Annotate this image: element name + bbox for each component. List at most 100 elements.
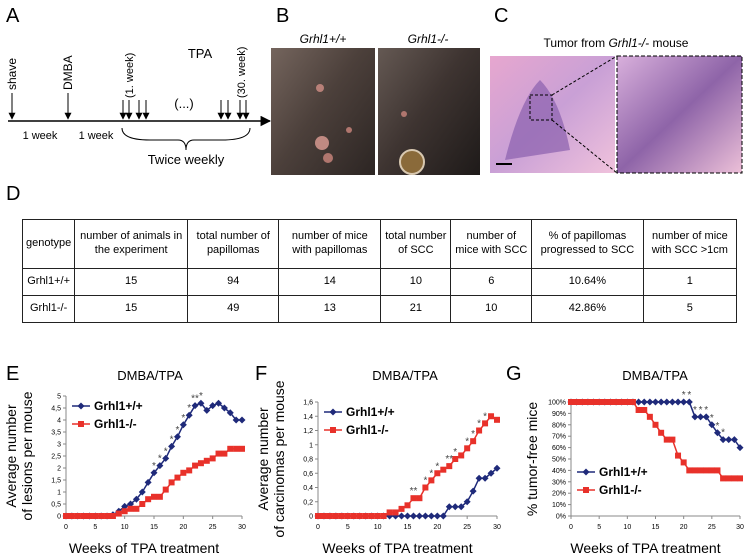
event-label: DMBA bbox=[61, 55, 75, 90]
data-point bbox=[657, 398, 665, 406]
x-tick-label: 20 bbox=[179, 524, 187, 531]
data-point bbox=[675, 452, 682, 459]
data-point bbox=[215, 450, 222, 457]
y-axis-label: of carcinomas per mouse bbox=[271, 380, 287, 537]
data-point bbox=[434, 470, 441, 477]
significance-mark: * bbox=[181, 413, 185, 424]
data-point bbox=[697, 467, 704, 474]
x-tick-label: 15 bbox=[652, 524, 660, 531]
legend-marker bbox=[78, 421, 84, 427]
significance-mark: * bbox=[704, 405, 708, 416]
data-point bbox=[180, 469, 187, 476]
data-point bbox=[238, 416, 246, 424]
data-point bbox=[63, 513, 69, 519]
table-cell: number of mice with SCC bbox=[450, 219, 533, 269]
data-point bbox=[691, 467, 698, 474]
y-tick-label: 1,2 bbox=[303, 428, 313, 435]
table-cell: number of mice with SCC >1cm bbox=[642, 219, 738, 269]
line-chart: DMBA/TPA0%10%20%30%40%50%60%70%80%90%100… bbox=[524, 368, 744, 556]
significance-mark: * bbox=[170, 434, 174, 445]
legend-label: Grhl1+/+ bbox=[346, 405, 395, 419]
data-point bbox=[691, 413, 699, 421]
data-point bbox=[156, 493, 163, 500]
panel-label: G bbox=[506, 363, 522, 385]
data-point bbox=[215, 399, 223, 407]
data-point bbox=[475, 474, 483, 482]
data-point bbox=[674, 398, 682, 406]
x-tick-label: 10 bbox=[623, 524, 631, 531]
data-point bbox=[607, 399, 614, 405]
table-cell: 13 bbox=[278, 295, 382, 323]
data-point bbox=[451, 503, 459, 511]
genotype-label: Grhl1-/- bbox=[408, 32, 449, 46]
y-tick-label: 0,4 bbox=[303, 485, 313, 492]
panel-label: B bbox=[276, 5, 289, 27]
tumor bbox=[399, 149, 425, 175]
data-point bbox=[613, 399, 620, 405]
data-point bbox=[668, 398, 676, 406]
photo bbox=[378, 30, 480, 175]
x-axis-label: Weeks of TPA treatment bbox=[69, 540, 219, 556]
x-tick-label: 30 bbox=[736, 524, 744, 531]
data-point bbox=[428, 477, 435, 484]
data-point bbox=[618, 399, 625, 405]
data-point bbox=[719, 436, 727, 444]
data-point bbox=[338, 513, 345, 519]
tumor bbox=[316, 84, 324, 92]
data-point bbox=[203, 457, 210, 464]
data-point bbox=[404, 502, 411, 509]
table-cell: 21 bbox=[380, 295, 452, 323]
x-tick-label: 15 bbox=[150, 524, 158, 531]
table-cell: total number of papillomas bbox=[187, 219, 280, 269]
tumor bbox=[346, 127, 352, 133]
panel-label: F bbox=[255, 363, 267, 385]
data-point bbox=[624, 399, 631, 405]
y-tick-label: 0 bbox=[57, 514, 61, 521]
data-point bbox=[138, 488, 146, 496]
data-point bbox=[446, 463, 453, 470]
y-axis-label: % tumor-free mice bbox=[524, 402, 540, 517]
data-point bbox=[227, 445, 234, 452]
data-point bbox=[132, 495, 140, 503]
data-point bbox=[362, 513, 369, 519]
zoom-line bbox=[551, 119, 618, 174]
line-chart: DMBA/TPA 0 0,5 1 1,5 2 2,5 3 3,5 4 4,5 5 0 5 10 15 20 25 3… bbox=[3, 368, 246, 556]
significance-mark: * bbox=[429, 468, 433, 479]
data-point bbox=[315, 513, 321, 519]
panel-label: E bbox=[6, 363, 19, 385]
data-point bbox=[579, 399, 586, 405]
photo bbox=[271, 30, 375, 175]
y-axis-label: Average number bbox=[3, 404, 19, 508]
data-point bbox=[168, 479, 175, 486]
data-point bbox=[482, 420, 489, 427]
significance-mark: * bbox=[483, 411, 487, 422]
treatment-label: TPA bbox=[188, 46, 213, 61]
data-point bbox=[209, 455, 216, 462]
y-tick-label: 50% bbox=[552, 457, 566, 464]
data-point bbox=[680, 459, 687, 466]
data-point bbox=[326, 513, 333, 519]
data-point bbox=[469, 487, 477, 495]
y-tick-label: 60% bbox=[552, 445, 566, 452]
data-point bbox=[646, 398, 654, 406]
legend-marker bbox=[77, 402, 85, 410]
x-tick-label: 10 bbox=[121, 524, 129, 531]
histology: Tumor from Grhl1-/- mouse bbox=[490, 36, 743, 174]
data-point bbox=[150, 469, 158, 477]
data-point bbox=[708, 467, 715, 474]
table-cell: Grhl1-/- bbox=[21, 295, 76, 323]
significance-mark: * bbox=[465, 436, 469, 447]
data-point bbox=[168, 442, 176, 450]
y-tick-label: 2,5 bbox=[51, 454, 61, 461]
x-axis-label: Weeks of TPA treatment bbox=[322, 540, 472, 556]
data-point bbox=[433, 512, 441, 520]
data-point bbox=[115, 510, 122, 517]
data-point bbox=[156, 462, 164, 470]
data-point bbox=[416, 495, 423, 502]
x-tick-label: 25 bbox=[463, 524, 471, 531]
table-cell: Grhl1+/+ bbox=[21, 268, 76, 296]
data-point bbox=[80, 513, 87, 519]
data-point bbox=[398, 505, 405, 512]
interval-label: 1 week bbox=[79, 130, 114, 142]
